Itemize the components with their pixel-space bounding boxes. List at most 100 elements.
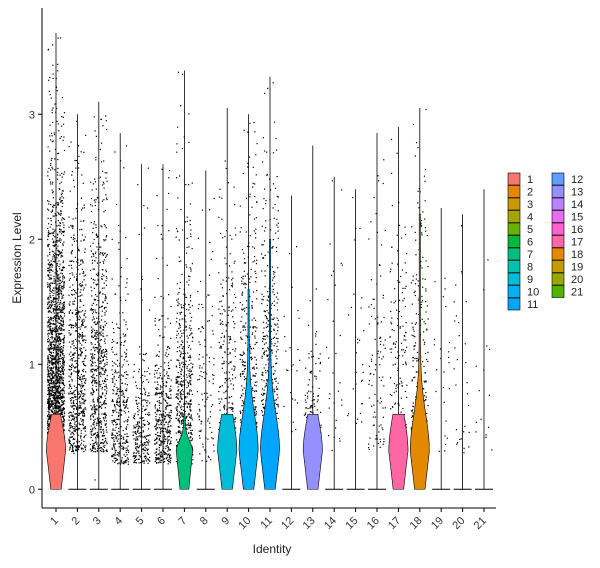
- data-point: [135, 462, 137, 464]
- data-point: [81, 334, 84, 336]
- data-point: [69, 260, 71, 262]
- data-point: [62, 342, 64, 344]
- data-point: [128, 451, 130, 453]
- data-point: [47, 311, 50, 313]
- data-point: [186, 341, 188, 343]
- data-point: [50, 97, 52, 99]
- data-point: [158, 459, 160, 461]
- data-point: [102, 445, 104, 447]
- data-point: [94, 294, 97, 296]
- data-point: [93, 347, 95, 349]
- data-point: [48, 167, 50, 170]
- data-point: [142, 399, 144, 401]
- data-point: [48, 353, 50, 356]
- data-point: [93, 356, 95, 358]
- data-point: [123, 319, 125, 321]
- data-point: [61, 390, 63, 392]
- data-point: [50, 318, 52, 320]
- data-point: [85, 445, 87, 447]
- data-point: [57, 336, 59, 339]
- data-point: [167, 426, 169, 428]
- data-point: [138, 447, 140, 449]
- data-point: [116, 386, 118, 389]
- data-point: [61, 413, 63, 415]
- data-point: [104, 378, 107, 380]
- data-point: [123, 410, 125, 412]
- data-point: [61, 252, 63, 254]
- data-point: [61, 415, 64, 418]
- data-point: [74, 438, 76, 440]
- data-point: [84, 248, 86, 250]
- data-point: [119, 423, 121, 425]
- data-point: [60, 310, 62, 312]
- data-point: [72, 324, 74, 326]
- data-point: [206, 354, 208, 356]
- data-point: [182, 361, 184, 363]
- data-point: [81, 324, 83, 326]
- data-point: [52, 386, 54, 389]
- data-point: [58, 355, 60, 358]
- data-point: [55, 307, 58, 309]
- data-point: [156, 458, 159, 460]
- data-point: [99, 253, 101, 255]
- data-point: [68, 341, 71, 343]
- data-point: [58, 405, 61, 407]
- data-point: [121, 389, 123, 392]
- data-point: [158, 399, 160, 402]
- data-point: [168, 458, 170, 461]
- data-point: [54, 407, 57, 409]
- data-point: [95, 422, 98, 424]
- data-point: [113, 405, 116, 407]
- data-point: [148, 423, 151, 425]
- data-point: [147, 459, 149, 461]
- data-point: [56, 354, 58, 356]
- data-point: [85, 355, 87, 357]
- data-point: [96, 431, 98, 434]
- data-point: [93, 223, 95, 225]
- data-point: [77, 311, 79, 314]
- data-point: [180, 377, 183, 380]
- data-point: [231, 279, 233, 281]
- data-point: [120, 460, 122, 462]
- data-point: [73, 452, 75, 454]
- data-point: [76, 314, 78, 316]
- data-point: [105, 386, 107, 388]
- data-point: [91, 336, 93, 338]
- data-point: [93, 446, 95, 448]
- data-point: [176, 334, 178, 336]
- data-point: [155, 429, 157, 431]
- data-point: [54, 388, 56, 390]
- data-point: [58, 388, 60, 390]
- data-point: [220, 283, 222, 285]
- data-point: [59, 188, 61, 191]
- data-point: [136, 431, 138, 433]
- data-point: [143, 360, 145, 362]
- data-point: [61, 354, 64, 356]
- data-point: [49, 318, 51, 320]
- data-point: [112, 409, 114, 412]
- data-point: [210, 394, 212, 396]
- data-point: [90, 349, 92, 351]
- data-point: [126, 449, 129, 451]
- data-point: [59, 222, 62, 225]
- data-point: [80, 387, 82, 389]
- data-point: [90, 363, 93, 365]
- data-point: [181, 335, 183, 337]
- data-point: [102, 356, 104, 358]
- data-point: [165, 457, 168, 459]
- data-point: [54, 272, 56, 274]
- data-point: [91, 360, 93, 362]
- data-point: [183, 403, 185, 405]
- data-point: [60, 201, 62, 203]
- data-point: [80, 347, 83, 350]
- data-point: [52, 371, 54, 373]
- data-point: [58, 360, 60, 363]
- data-point: [186, 367, 188, 370]
- data-point: [79, 377, 81, 379]
- data-point: [188, 427, 190, 429]
- data-point: [56, 306, 58, 308]
- data-point: [72, 447, 74, 449]
- data-point: [182, 363, 185, 366]
- data-point: [57, 388, 59, 391]
- data-point: [229, 337, 231, 339]
